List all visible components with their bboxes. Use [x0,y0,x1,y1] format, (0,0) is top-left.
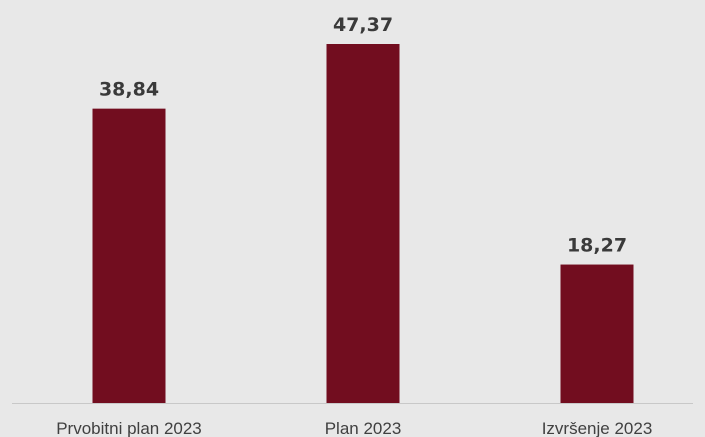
value-label: 47,37 [333,14,393,36]
category-label: Izvršenje 2023 [542,419,653,437]
category-labels-group: Prvobitni plan 2023 Plan 2023 Izvršenje 20… [56,419,652,437]
bars-group [92,44,634,404]
category-label: Prvobitni plan 2023 [56,419,202,437]
category-label: Plan 2023 [325,419,402,437]
value-label: 38,84 [99,79,159,101]
bar [326,44,400,403]
value-label: 18,27 [567,235,627,257]
value-labels-group: 38,84 47,37 18,27 [99,14,627,257]
bar [92,108,166,404]
bar [560,264,634,403]
